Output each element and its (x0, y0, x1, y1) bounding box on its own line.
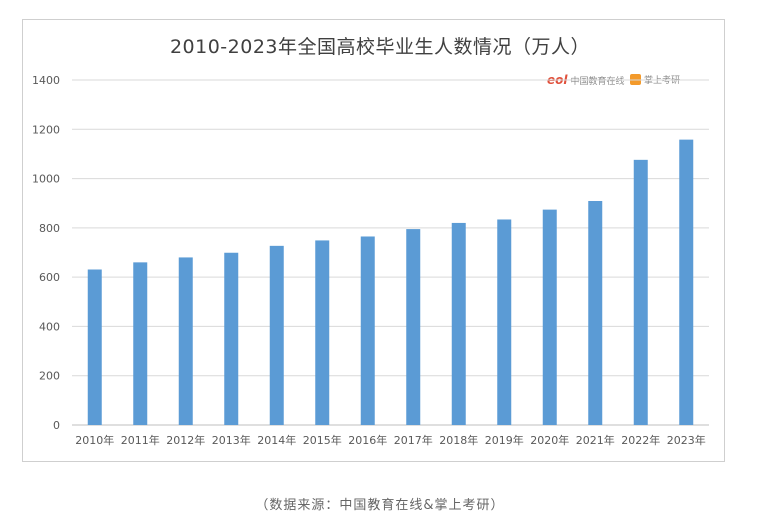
x-tick-label: 2020年 (530, 433, 569, 447)
bar (315, 240, 330, 425)
x-tick-label: 2012年 (166, 433, 205, 447)
x-tick-label: 2019年 (485, 433, 524, 447)
bar (451, 222, 466, 425)
y-tick-label: 0 (53, 419, 60, 432)
bar (542, 209, 557, 425)
x-tick-label: 2015年 (303, 433, 342, 447)
bar (224, 252, 239, 425)
bar (133, 262, 148, 425)
x-tick-label: 2023年 (667, 433, 706, 447)
bar-chart: 0 200 400 600 800 1000 1200 1400 2010年 2011年 2012年… (32, 74, 709, 447)
x-tick-label: 2014年 (257, 433, 296, 447)
bar (269, 245, 284, 425)
x-tick-label: 2013年 (212, 433, 251, 447)
x-tick-label: 2018年 (439, 433, 478, 447)
bar (679, 139, 694, 425)
y-tick-label: 1000 (32, 173, 60, 186)
zhangshang-logo-text: 掌上考研 (644, 76, 681, 86)
bar (633, 159, 648, 426)
y-tick-label: 1200 (32, 123, 60, 136)
x-tick-label: 2010年 (75, 433, 114, 447)
bar (406, 229, 421, 425)
y-tick-label: 400 (39, 320, 60, 333)
eol-logo-text: 中国教育在线 (570, 76, 625, 87)
y-tick-label: 600 (39, 271, 60, 284)
bar (360, 236, 375, 425)
bar (87, 269, 102, 425)
x-tick-label: 2017年 (394, 433, 433, 447)
bar (588, 200, 603, 425)
y-tick-label: 800 (39, 222, 60, 235)
y-tick-label: 1400 (32, 74, 60, 87)
x-tick-label: 2016年 (348, 433, 387, 447)
y-tick-label: 200 (39, 370, 60, 383)
x-tick-label: 2021年 (576, 433, 615, 447)
x-tick-label: 2022年 (621, 433, 660, 447)
x-tick-label: 2011年 (121, 433, 160, 447)
data-source-note: （数据来源：中国教育在线&掌上考研） (255, 498, 505, 513)
chart-title: 2010-2023年全国高校毕业生人数情况（万人） (169, 36, 591, 58)
bar (497, 219, 512, 425)
bar (178, 257, 193, 425)
